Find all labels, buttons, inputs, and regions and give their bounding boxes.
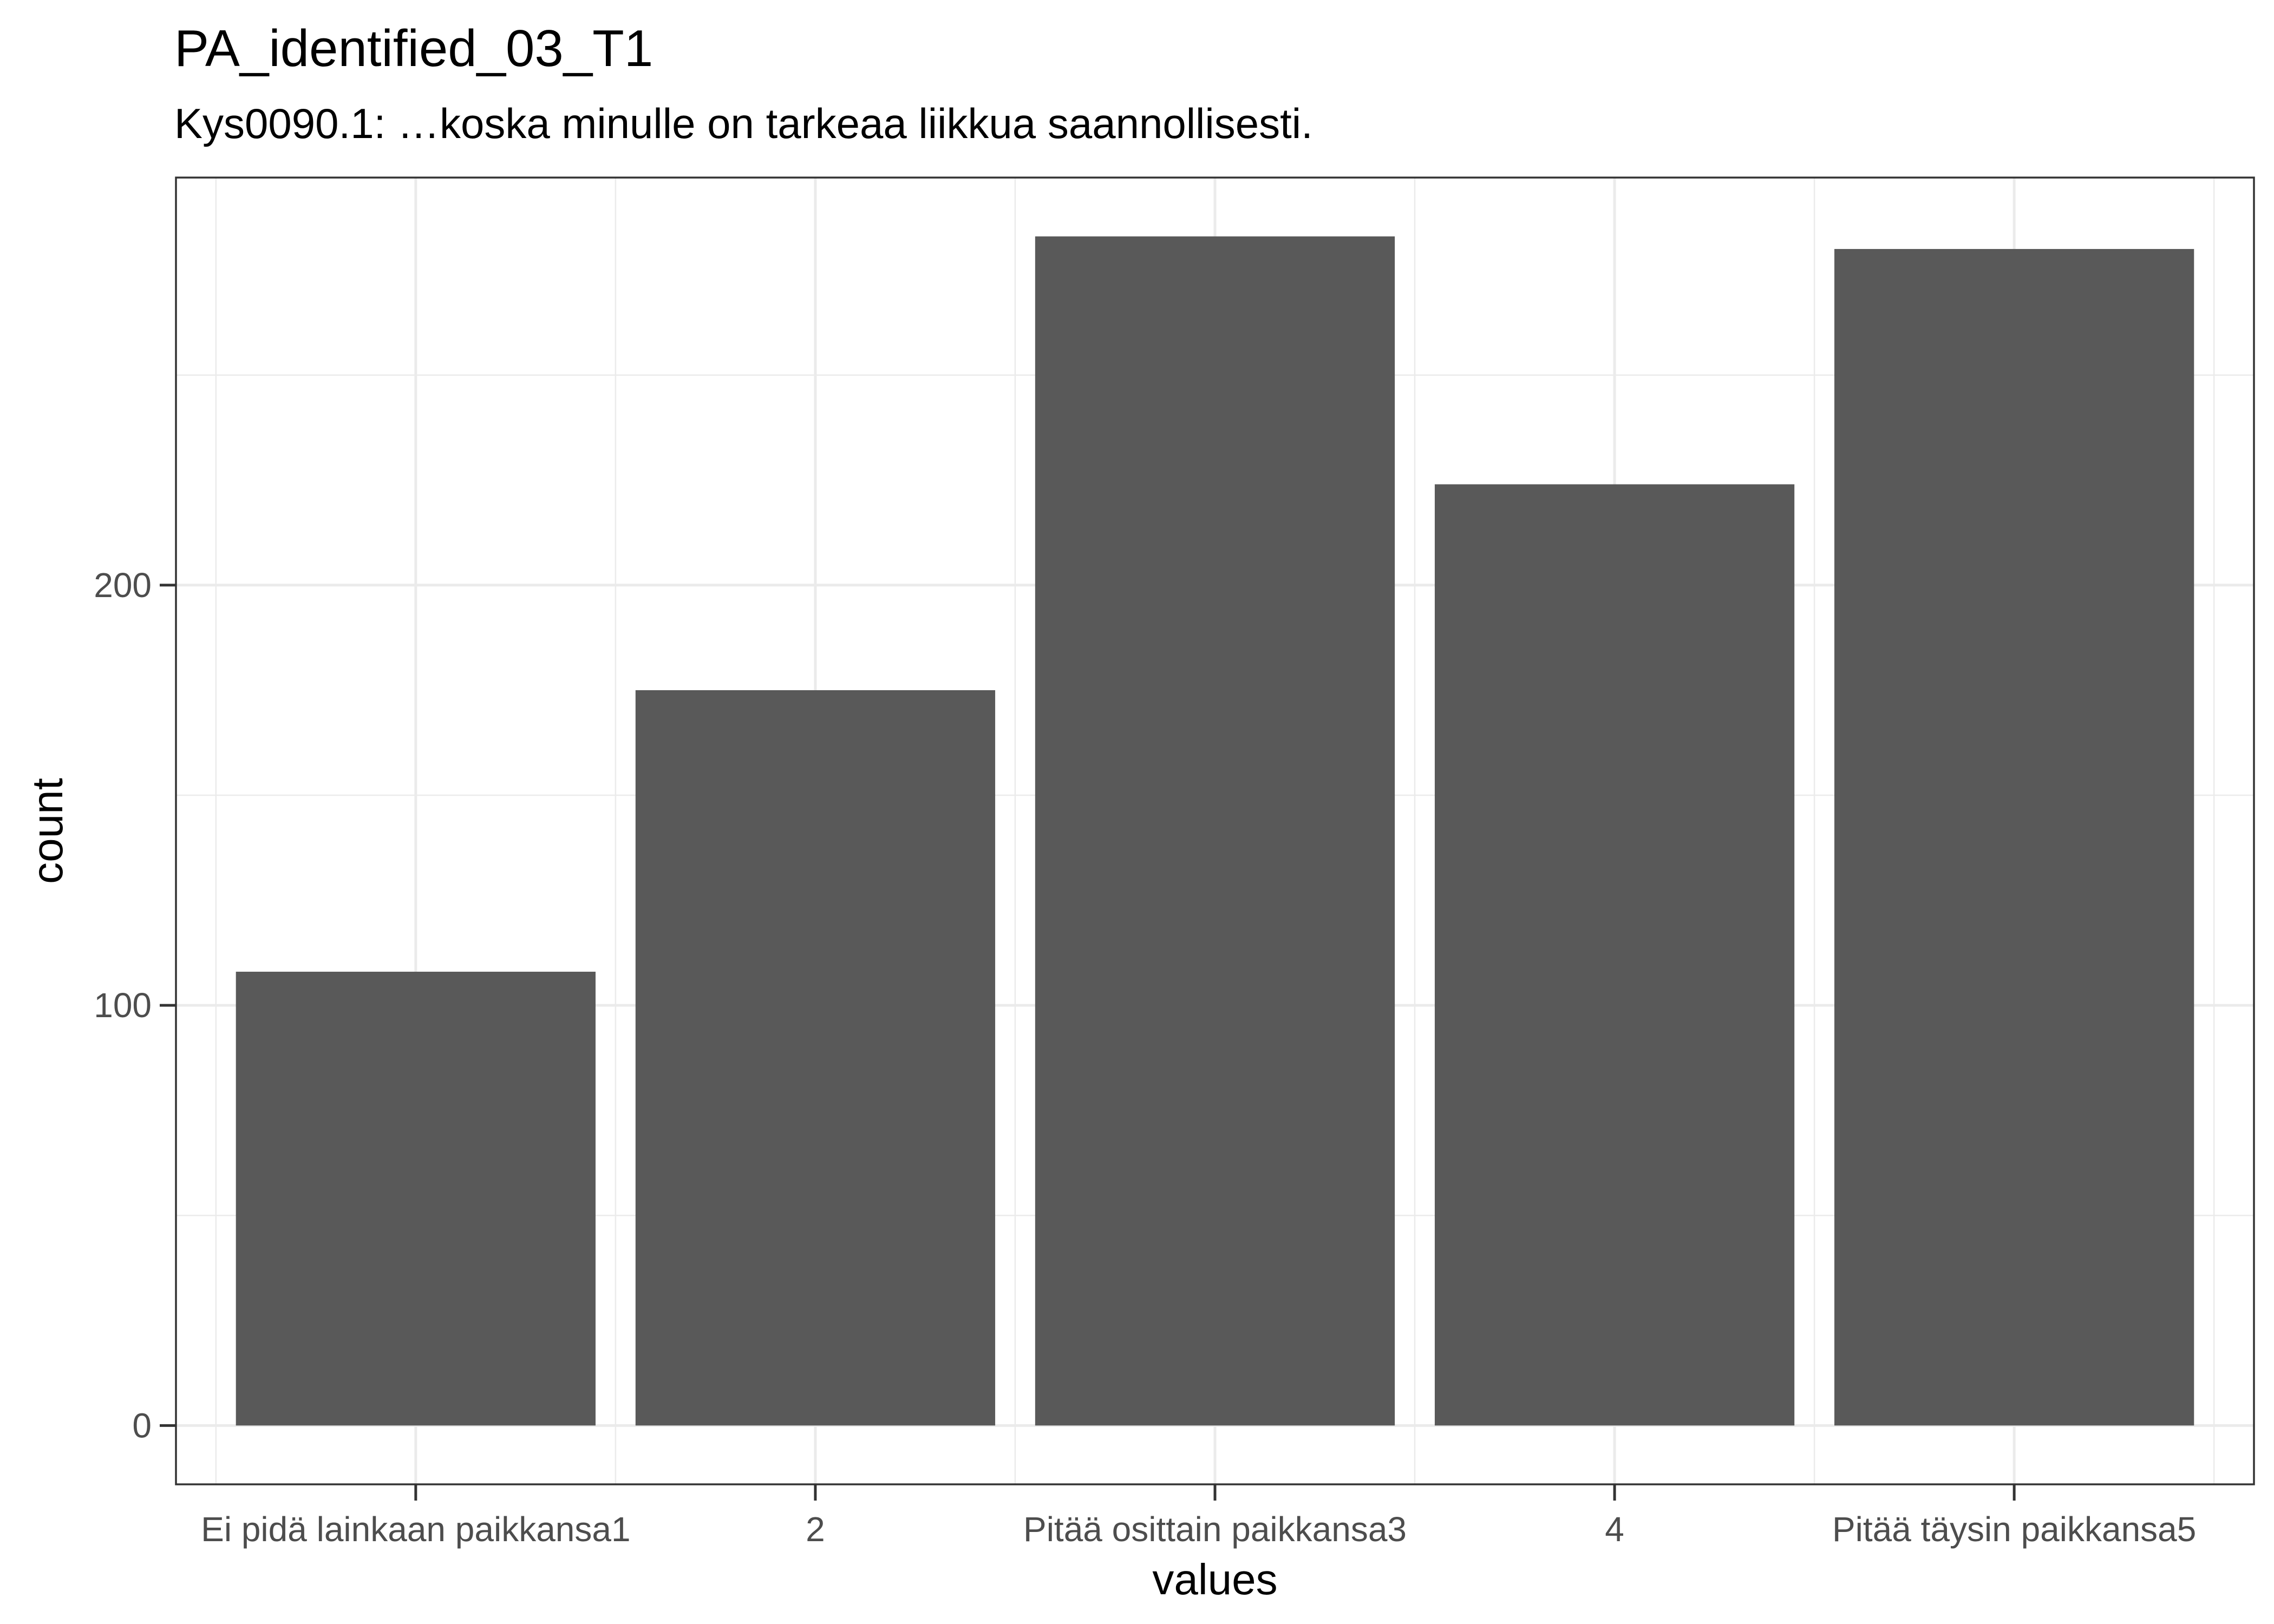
- y-tick-label: 100: [94, 986, 152, 1025]
- x-axis-title: values: [1152, 1555, 1277, 1603]
- x-tick-label: 4: [1605, 1510, 1624, 1549]
- bar-3: [1035, 236, 1395, 1426]
- x-tick-label: Ei pidä lainkaan paikkansa1: [201, 1510, 630, 1549]
- x-tick-label: Pitää osittain paikkansa3: [1023, 1510, 1407, 1549]
- y-tick-label: 200: [94, 566, 152, 605]
- x-tick-label: 2: [806, 1510, 825, 1549]
- chart-subtitle: Kys0090.1: …koska minulle on tarkeaa lii…: [174, 100, 1313, 147]
- bar-5: [1834, 248, 2194, 1426]
- x-axis: Ei pidä lainkaan paikkansa1 2 Pitää ositta…: [201, 1484, 2196, 1549]
- y-tick-label: 0: [132, 1406, 152, 1445]
- bar-4: [1434, 484, 1795, 1426]
- x-tick-label: Pitää täysin paikkansa5: [1832, 1510, 2196, 1549]
- bar-1: [236, 972, 596, 1426]
- y-axis: 0 100 200: [94, 566, 176, 1445]
- bars: [236, 236, 2194, 1426]
- chart-title: PA_identified_03_T1: [174, 19, 653, 77]
- y-axis-title: count: [23, 778, 71, 884]
- bar-2: [635, 690, 996, 1426]
